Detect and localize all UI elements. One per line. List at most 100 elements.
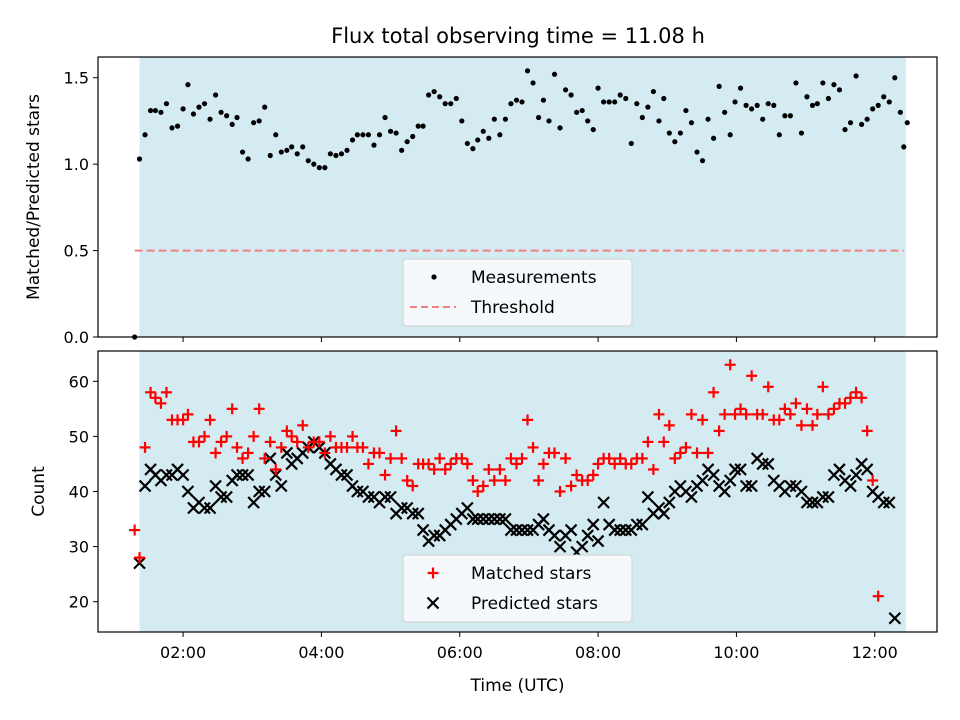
- matched-star-point: [724, 359, 736, 371]
- x-stroke-b: [504, 523, 518, 537]
- predicted-star-point: [877, 496, 891, 509]
- matched-star-point: [636, 452, 648, 464]
- y-tick-label: 20: [69, 593, 89, 612]
- matched-star-point: [828, 403, 840, 415]
- x-stroke-b: [838, 474, 852, 487]
- bottom-y-ticks: 20 30 40 50 60: [69, 372, 98, 612]
- measurement-point: [853, 73, 859, 79]
- matched-star-point: [231, 441, 243, 453]
- x-stroke-b: [176, 468, 190, 482]
- measurement-point: [327, 151, 334, 157]
- x-stroke-b: [855, 457, 868, 471]
- matched-star-point: [499, 474, 511, 486]
- predicted-star-point: [553, 540, 567, 553]
- measurement-point: [410, 133, 416, 140]
- matched-star-point: [790, 397, 802, 409]
- measurement-point: [683, 107, 689, 114]
- x-stroke-b: [636, 518, 649, 531]
- x-stroke-b: [482, 512, 496, 526]
- measurement-point: [754, 102, 760, 108]
- top-y-axis-label: Matched/Predicted stars: [24, 94, 44, 300]
- predicted-star-point: [241, 468, 255, 482]
- measurement-point: [169, 125, 175, 131]
- x-stroke-b: [701, 463, 715, 476]
- measurement-point: [535, 114, 542, 121]
- predicted-star-point: [378, 490, 392, 504]
- matched-star-point: [139, 441, 151, 453]
- measurement-point: [453, 95, 459, 102]
- chart-title: Flux total observing time = 11.08 h: [331, 24, 705, 48]
- matched-star-point: [407, 480, 419, 492]
- measurement-point: [262, 104, 268, 110]
- x-stroke-b: [833, 463, 846, 476]
- x-stroke-b: [723, 474, 737, 487]
- predicted-star-point: [636, 518, 649, 531]
- measurement-point: [136, 156, 143, 162]
- predicted-star-point: [269, 468, 283, 482]
- measurement-point: [847, 120, 854, 126]
- legend-plus: [427, 567, 439, 579]
- top-legend: Measurements Threshold: [402, 258, 633, 327]
- matched-star-point: [385, 452, 397, 464]
- matched-star-point: [685, 408, 697, 420]
- matched-star-point: [719, 408, 731, 420]
- x-stroke-b: [171, 463, 184, 476]
- x-stroke-b: [340, 468, 354, 482]
- matched-star-point: [762, 381, 774, 393]
- x-stroke-b: [192, 496, 206, 509]
- measurement-point: [672, 139, 678, 145]
- matched-star-point: [592, 458, 604, 470]
- matched-star-point: [795, 419, 807, 431]
- measurement-point: [804, 94, 810, 100]
- x-stroke-b: [510, 523, 523, 537]
- measurement-point: [842, 126, 848, 133]
- measurement-point: [814, 101, 820, 107]
- x-tick-label: 04:00: [298, 643, 344, 662]
- predicted-star-point: [619, 523, 633, 537]
- matched-star-point: [757, 408, 769, 420]
- measurement-point: [251, 120, 257, 126]
- measurement-point: [442, 101, 448, 107]
- matched-star-point: [253, 403, 265, 415]
- measurement-point: [322, 165, 328, 171]
- matched-star-point: [242, 447, 254, 459]
- matched-star-point: [270, 463, 282, 475]
- predicted-star-point: [641, 490, 655, 504]
- matched-star-point: [204, 414, 216, 426]
- matched-star-point: [702, 447, 714, 459]
- x-stroke-b: [591, 534, 605, 548]
- measurement-point: [628, 140, 634, 147]
- matched-star-point: [129, 524, 141, 536]
- matched-star-point: [341, 441, 353, 453]
- measurement-point: [256, 118, 262, 124]
- x-stroke-b: [203, 501, 217, 515]
- measurement-point: [212, 92, 219, 98]
- matched-star-point: [494, 463, 506, 475]
- x-stroke-b: [209, 479, 222, 493]
- predicted-star-point: [236, 468, 249, 482]
- matched-star-point: [291, 436, 303, 448]
- matched-star-point: [867, 474, 879, 486]
- measurement-point: [415, 123, 421, 129]
- x-stroke-b: [745, 479, 758, 493]
- matched-star-point: [653, 408, 665, 420]
- matched-star-point: [560, 452, 572, 464]
- predicted-star-point: [181, 485, 195, 498]
- x-axis-label: Time (UTC): [470, 676, 565, 696]
- predicted-star-point: [395, 501, 408, 515]
- matched-star-point: [357, 441, 369, 453]
- matched-star-point: [680, 441, 692, 453]
- predicted-star-point: [816, 490, 830, 504]
- matched-star-point: [264, 436, 276, 448]
- predicted-star-point: [252, 485, 266, 498]
- measurement-point: [568, 92, 574, 98]
- predicted-star-point: [739, 479, 753, 493]
- x-stroke-b: [750, 452, 764, 465]
- measurement-point: [502, 116, 508, 122]
- x-stroke-b: [728, 463, 742, 476]
- measurement-point: [229, 121, 235, 128]
- measurement-point: [722, 109, 728, 115]
- matched-star-point: [537, 458, 549, 470]
- measurement-point: [798, 130, 805, 136]
- y-tick-label: 40: [69, 483, 89, 502]
